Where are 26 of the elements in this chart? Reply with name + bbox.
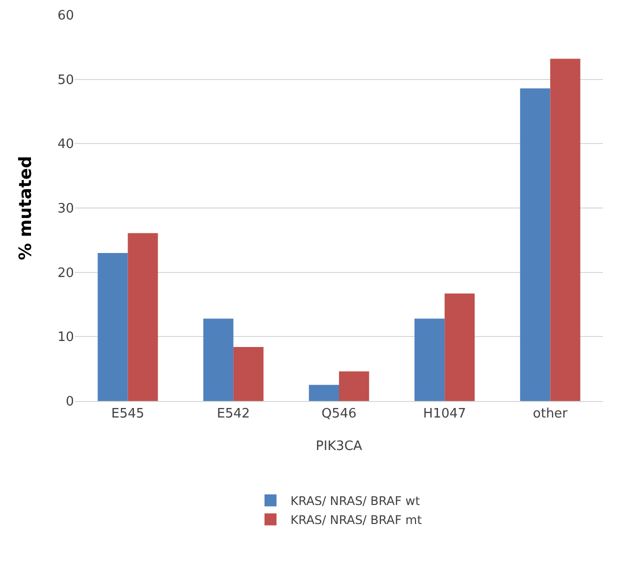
bar xyxy=(98,253,128,401)
x-axis-title: PIK3CA xyxy=(316,439,362,454)
bar xyxy=(550,58,580,401)
y-tick-label: 10 xyxy=(57,330,74,346)
y-tick-label: 20 xyxy=(57,266,74,281)
bar xyxy=(308,384,339,401)
x-tick-label: E545 xyxy=(111,406,144,422)
x-tick-label: H1047 xyxy=(423,406,466,422)
legend-label: KRAS/ NRAS/ BRAF wt xyxy=(290,494,420,508)
bar xyxy=(444,294,475,401)
x-tick-label: Q546 xyxy=(321,406,357,422)
y-tick-label: 40 xyxy=(57,137,74,152)
y-axis-title: % mutated xyxy=(16,156,36,260)
bar xyxy=(520,88,550,401)
bar xyxy=(203,318,234,401)
bar xyxy=(339,371,370,401)
y-tick-label: 30 xyxy=(57,202,74,217)
bar xyxy=(128,233,158,401)
y-tick-label: 0 xyxy=(66,394,74,410)
y-tick-label: 50 xyxy=(57,72,74,88)
x-tick-label: other xyxy=(532,406,568,422)
bar xyxy=(414,318,445,401)
y-tick-label: 60 xyxy=(57,8,74,24)
bar xyxy=(233,346,264,401)
x-tick-label: E542 xyxy=(216,406,250,422)
legend-label: KRAS/ NRAS/ BRAF mt xyxy=(290,513,422,528)
